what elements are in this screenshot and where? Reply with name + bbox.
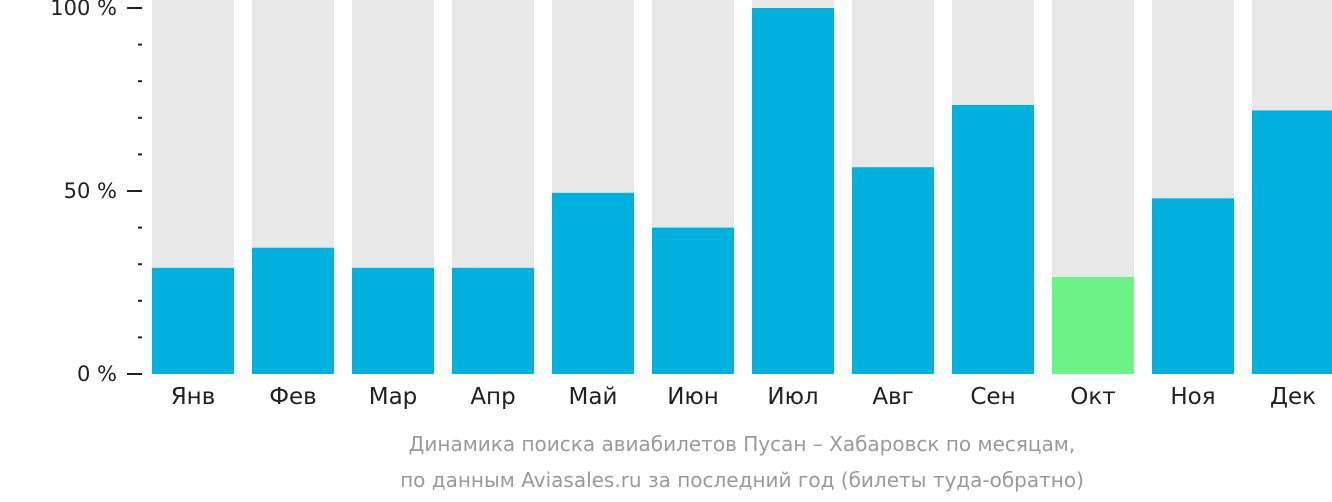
x-tick-label: Май bbox=[569, 384, 618, 410]
chart-title: Динамика поиска авиабилетов Пусан – Хаба… bbox=[409, 432, 1076, 456]
x-tick-label: Сен bbox=[970, 384, 1015, 410]
x-tick-label: Фев bbox=[269, 384, 317, 410]
x-axis-labels: Янв Фев Мар Апр Май Июн Июл Авг Сен Окт Ноя Дек bbox=[171, 384, 1316, 410]
x-tick-label: Мар bbox=[369, 384, 418, 410]
x-tick-label: Окт bbox=[1070, 384, 1115, 410]
bar bbox=[1252, 110, 1332, 374]
bar bbox=[952, 104, 1034, 375]
data-bars bbox=[152, 8, 1332, 375]
bar bbox=[552, 192, 634, 374]
x-tick-label: Авг bbox=[872, 384, 913, 410]
bar bbox=[452, 267, 534, 374]
bar bbox=[152, 267, 234, 374]
bar bbox=[1152, 198, 1234, 374]
y-tick-label: 50 % bbox=[64, 179, 117, 203]
bar bbox=[752, 8, 834, 374]
chart-subtitle: по данным Aviasales.ru за последний год … bbox=[400, 468, 1084, 492]
bar bbox=[652, 227, 734, 374]
y-tick-label: 0 % bbox=[77, 362, 117, 386]
x-tick-label: Июн bbox=[667, 384, 719, 410]
y-axis: 100 % 50 % 0 % bbox=[50, 0, 142, 386]
bar bbox=[1052, 277, 1134, 374]
bar bbox=[852, 167, 934, 374]
y-tick-label: 100 % bbox=[50, 0, 117, 20]
x-tick-label: Дек bbox=[1270, 384, 1316, 410]
x-tick-label: Янв bbox=[171, 384, 216, 410]
bar bbox=[352, 267, 434, 374]
x-tick-label: Июл bbox=[767, 384, 818, 410]
x-tick-label: Апр bbox=[470, 384, 515, 410]
bar bbox=[252, 247, 334, 374]
x-tick-label: Ноя bbox=[1170, 384, 1215, 410]
